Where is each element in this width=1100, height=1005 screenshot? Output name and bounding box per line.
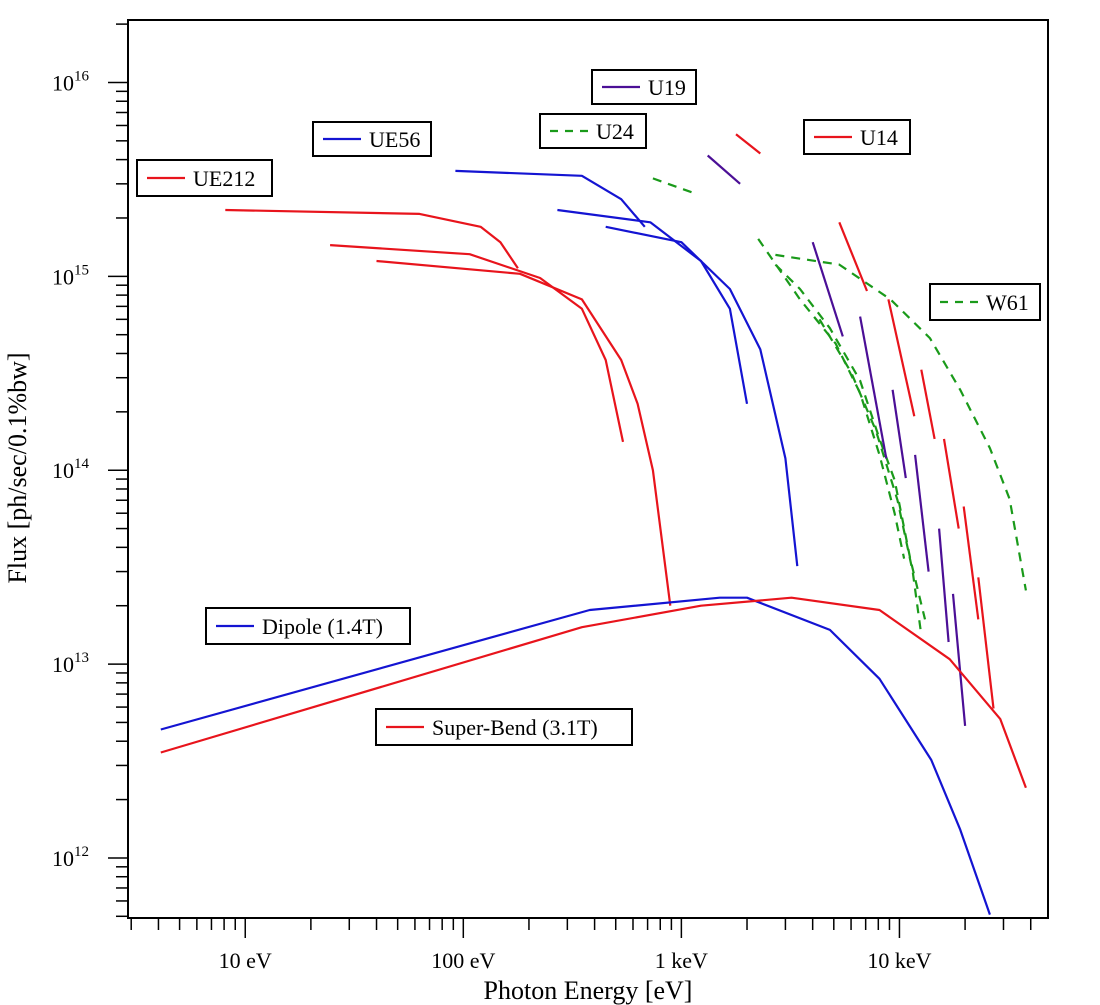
legend-label: U24 — [596, 119, 634, 144]
legend-w61: W61 — [929, 283, 1041, 321]
series-u24 — [652, 177, 927, 631]
legend-label: U19 — [648, 75, 686, 100]
legend-u14: U14 — [803, 119, 911, 155]
curve-segment — [652, 177, 694, 194]
legend-u24: U24 — [539, 113, 647, 149]
legend-ue56: UE56 — [312, 121, 432, 157]
curve-segment — [757, 238, 906, 559]
legend-label: Dipole (1.4T) — [262, 614, 383, 639]
x-tick-label: 10 eV — [219, 948, 272, 973]
curve-segment — [938, 528, 950, 643]
curves — [160, 133, 1027, 915]
curve-segment — [774, 263, 927, 620]
curve-segment — [818, 318, 922, 631]
y-tick-label: 1015 — [52, 262, 89, 289]
curve-segment — [376, 259, 672, 606]
x-tick-label: 100 eV — [431, 948, 495, 973]
legend-label: U14 — [860, 125, 898, 150]
series-dipole-1-4t- — [160, 596, 991, 915]
legend-label: Super-Bend (3.1T) — [432, 715, 598, 740]
series-ue56 — [455, 169, 799, 567]
series-super-bend-3-1t- — [160, 596, 1027, 789]
curve-segment — [735, 133, 761, 155]
curve-segment — [706, 154, 741, 185]
series-w61 — [775, 253, 1027, 591]
curve-segment — [811, 241, 844, 337]
y-tick-label: 1014 — [52, 456, 90, 483]
curve-segment — [951, 593, 967, 727]
curve-segment — [914, 454, 930, 572]
curve-segment — [962, 506, 980, 620]
series-u19 — [706, 154, 967, 727]
curve-segment — [977, 577, 995, 709]
legend-ue212: UE212 — [136, 159, 273, 197]
curve-segment — [838, 221, 869, 292]
plot-frame — [127, 19, 1049, 919]
legend-label: W61 — [986, 290, 1029, 315]
series-ue212 — [225, 208, 672, 606]
legend-annotations: UE212 UE56 U24 U19 U14 W61 Dipole (1.4T) Super-… — [136, 69, 1041, 746]
x-tick-label: 10 keV — [867, 948, 931, 973]
y-tick-label: 1012 — [52, 844, 89, 871]
x-axis-title: Photon Energy [eV] — [484, 976, 693, 1005]
legend-dipole-1-4t: Dipole (1.4T) — [205, 607, 411, 645]
y-axis-title: Flux [ph/sec/0.1%bw] — [3, 352, 32, 583]
curve-segment — [225, 208, 519, 269]
legend-super-bend-3-1t: Super-Bend (3.1T) — [375, 708, 633, 746]
curve-segment — [859, 316, 888, 459]
curve-segment — [891, 389, 907, 479]
curve-segment — [942, 438, 960, 529]
curve-segment — [455, 169, 646, 228]
series-u14 — [735, 133, 995, 709]
curve-segment — [160, 596, 1027, 789]
curve-segment — [330, 244, 625, 443]
curve-segment — [920, 369, 936, 440]
curve-segment — [160, 596, 991, 915]
x-tick-label: 1 keV — [655, 948, 708, 973]
curve-segment — [887, 299, 916, 417]
legend-label: UE212 — [193, 166, 255, 191]
curve-segment — [605, 225, 799, 567]
axis-ticks: 10 eV 100 eV 1 keV 10 keV 1012 1013 1014 1015 10… — [52, 23, 1032, 973]
legend-label: UE56 — [369, 127, 420, 152]
legend-u19: U19 — [591, 69, 697, 105]
y-tick-label: 1016 — [52, 68, 90, 95]
y-tick-label: 1013 — [52, 650, 89, 677]
curve-segment — [775, 253, 1027, 591]
